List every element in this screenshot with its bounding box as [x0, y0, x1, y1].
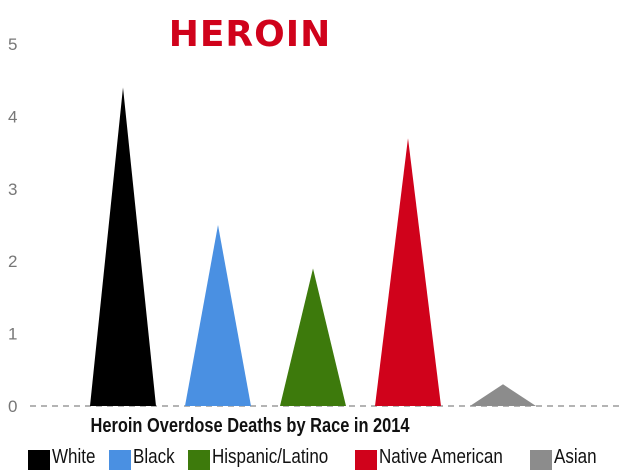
legend-swatch: [530, 450, 553, 470]
legend-label: Asian: [554, 446, 597, 468]
y-tick-label-3: 3: [8, 180, 17, 199]
legend-item-asian: Asian: [530, 446, 604, 472]
y-tick-label-2: 2: [8, 252, 17, 271]
legend-label: Hispanic/Latino: [212, 446, 329, 468]
legend-label: Black: [133, 446, 175, 468]
legend-swatch: [354, 450, 377, 470]
legend-swatch: [109, 450, 132, 470]
bar-black: [185, 225, 251, 406]
bar-asian: [470, 384, 536, 406]
chart-title: HEROIN: [168, 14, 332, 55]
legend-swatch: [28, 450, 50, 470]
y-tick-label-1: 1: [8, 325, 17, 344]
legend-item-white: White: [28, 446, 103, 472]
legend-swatch: [188, 450, 211, 470]
legend-item-hispanic-latino: Hispanic/Latino: [188, 446, 349, 472]
bar-hispanic-latino: [280, 268, 346, 406]
legend-label: Native American: [378, 446, 503, 468]
x-axis-title: Heroin Overdose Deaths by Race in 2014: [90, 415, 410, 437]
y-tick-label-5: 5: [8, 35, 17, 54]
bar-native-american: [375, 138, 441, 406]
legend-item-native-american: Native American: [354, 446, 525, 472]
bars: [90, 87, 536, 406]
legend-item-black: Black: [109, 446, 182, 472]
bar-white: [90, 87, 156, 406]
y-tick-label-4: 4: [8, 107, 17, 126]
y-axis-ticks: 0 1 2 3 4 5: [8, 35, 17, 416]
legend-label: White: [52, 446, 96, 468]
legend: White Black Hispanic/Latino Native American…: [28, 446, 620, 472]
y-tick-label-0: 0: [8, 397, 17, 416]
